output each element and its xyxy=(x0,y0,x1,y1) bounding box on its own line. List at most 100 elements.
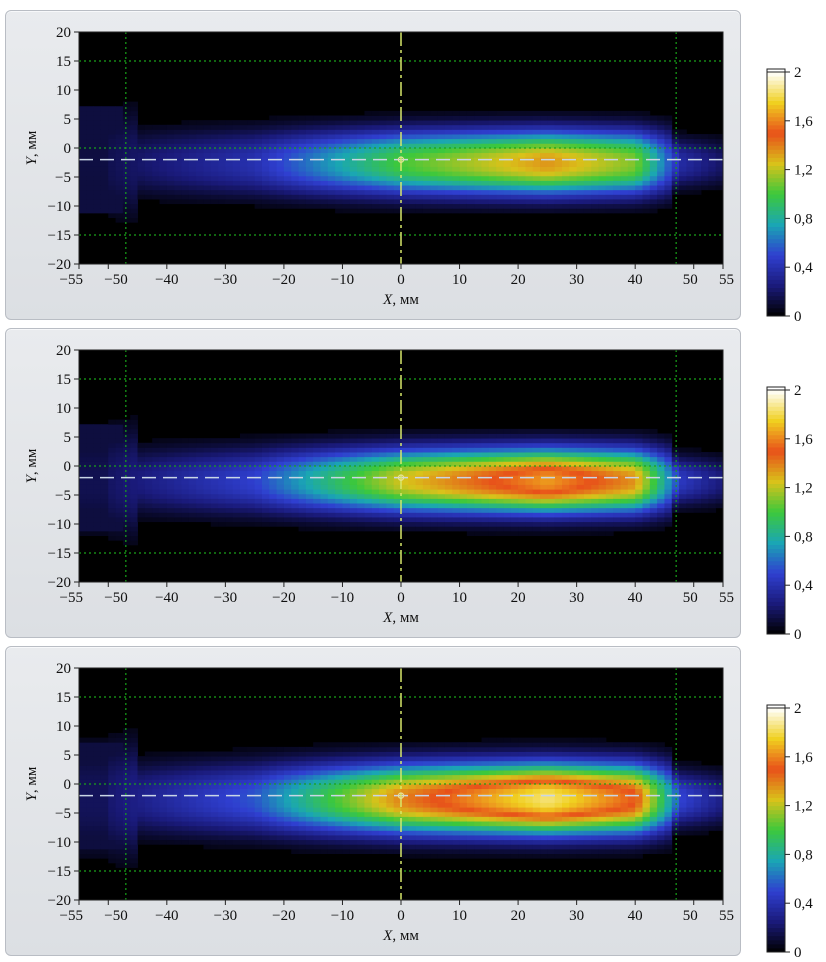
heatmap-cell xyxy=(482,447,490,452)
heatmap-cell xyxy=(313,129,321,134)
heatmap-cell xyxy=(401,498,409,503)
heatmap-cell xyxy=(372,194,380,199)
heatmap-cell xyxy=(621,153,629,158)
heatmap-cell xyxy=(240,466,248,471)
heatmap-cell xyxy=(386,494,394,499)
heatmap-cell xyxy=(372,494,380,499)
heatmap-cell xyxy=(650,148,658,153)
heatmap-cell xyxy=(203,761,211,766)
heatmap-cell xyxy=(130,765,138,770)
heatmap-cell xyxy=(628,429,636,434)
heatmap-cell xyxy=(203,816,211,821)
heatmap-cell xyxy=(394,190,402,195)
heatmap-cell xyxy=(321,199,329,204)
heatmap-cell xyxy=(233,816,241,821)
heatmap-cell xyxy=(174,816,182,821)
heatmap-cell xyxy=(430,494,438,499)
heatmap-cell xyxy=(299,180,307,185)
heatmap-cell xyxy=(218,784,226,789)
heatmap-cell xyxy=(401,526,409,531)
heatmap-cell xyxy=(130,812,138,817)
heatmap-cell xyxy=(606,129,614,134)
heatmap-cell xyxy=(123,457,131,462)
heatmap-cell xyxy=(123,536,131,541)
heatmap-cell xyxy=(189,761,197,766)
heatmap-cell xyxy=(225,816,233,821)
heatmap-cell xyxy=(203,185,211,190)
heatmap-cell xyxy=(650,498,658,503)
heatmap-cell xyxy=(86,457,94,462)
colorbar-segment xyxy=(767,239,785,244)
heatmap-cell xyxy=(518,438,526,443)
heatmap-cell xyxy=(408,784,416,789)
heatmap-cell xyxy=(138,761,146,766)
heatmap-cell xyxy=(284,452,292,457)
heatmap-cell xyxy=(94,747,102,752)
heatmap-cell xyxy=(613,120,621,125)
heatmap-cell xyxy=(342,185,350,190)
heatmap-cell xyxy=(138,167,146,172)
heatmap-cell xyxy=(364,443,372,448)
heatmap-cell xyxy=(181,190,189,195)
heatmap-cell xyxy=(562,148,570,153)
heatmap-cell xyxy=(335,429,343,434)
heatmap-cell xyxy=(569,116,577,121)
heatmap-cell xyxy=(152,821,160,826)
heatmap-cell xyxy=(130,420,138,425)
heatmap-cell xyxy=(255,162,263,167)
heatmap-cell xyxy=(94,162,102,167)
heatmap-cell xyxy=(577,452,585,457)
heatmap-cell xyxy=(408,120,416,125)
heatmap-cell xyxy=(657,443,665,448)
heatmap-cell xyxy=(94,485,102,490)
heatmap-cell xyxy=(650,522,658,527)
heatmap-cell xyxy=(643,153,651,158)
heatmap-cell xyxy=(599,457,607,462)
heatmap-cell xyxy=(599,129,607,134)
heatmap-cell xyxy=(460,452,468,457)
heatmap-cell xyxy=(196,485,204,490)
heatmap-cell xyxy=(160,129,168,134)
heatmap-cell xyxy=(203,485,211,490)
heatmap-cell xyxy=(269,148,277,153)
heatmap-cell xyxy=(386,447,394,452)
heatmap-cell xyxy=(577,204,585,209)
heatmap-cell xyxy=(233,517,241,522)
heatmap-cell xyxy=(372,844,380,849)
heatmap-cell xyxy=(291,503,299,508)
heatmap-cell xyxy=(408,840,416,845)
heatmap-cell xyxy=(277,204,285,209)
heatmap-cell xyxy=(189,176,197,181)
heatmap-cell xyxy=(408,171,416,176)
heatmap-cell xyxy=(335,438,343,443)
heatmap-cell xyxy=(321,803,329,808)
heatmap-cell xyxy=(335,752,343,757)
colorbar-segment xyxy=(767,577,785,582)
heatmap-cell xyxy=(306,171,314,176)
heatmap-cell xyxy=(547,116,555,121)
heatmap-cell xyxy=(196,517,204,522)
heatmap-cell xyxy=(196,508,204,513)
heatmap-cell xyxy=(123,199,131,204)
heatmap-cell xyxy=(240,120,248,125)
heatmap-cell xyxy=(628,176,636,181)
heatmap-cell xyxy=(591,162,599,167)
heatmap-cell xyxy=(79,770,87,775)
heatmap-cell xyxy=(489,485,497,490)
heatmap-cell xyxy=(635,111,643,116)
heatmap-cell xyxy=(657,522,665,527)
heatmap-cell xyxy=(335,148,343,153)
heatmap-cell xyxy=(518,480,526,485)
heatmap-cell xyxy=(196,148,204,153)
heatmap-cell xyxy=(328,747,336,752)
heatmap-cell xyxy=(635,116,643,121)
heatmap-cell xyxy=(584,429,592,434)
heatmap-cell xyxy=(503,471,511,476)
heatmap-cell xyxy=(86,162,94,167)
heatmap-cell xyxy=(357,761,365,766)
heatmap-cell xyxy=(247,167,255,172)
heatmap-cell xyxy=(423,503,431,508)
heatmap-cell xyxy=(196,752,204,757)
heatmap-cell xyxy=(160,812,168,817)
heatmap-cell xyxy=(167,498,175,503)
